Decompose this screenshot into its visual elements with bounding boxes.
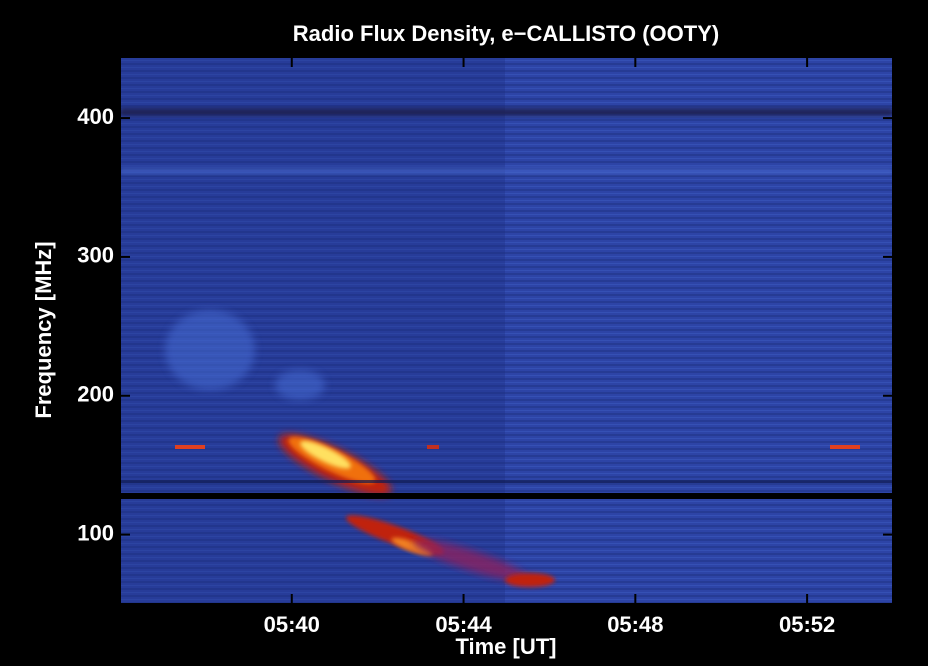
x-axis-label: Time [UT]: [455, 634, 556, 659]
x-tick-label: 05:52: [779, 612, 835, 637]
spectrogram-image: [120, 57, 893, 604]
y-tick-label: 400: [77, 104, 114, 129]
y-tick-label: 100: [77, 520, 114, 545]
x-tick-label: 05:44: [435, 612, 492, 637]
y-tick-label: 300: [77, 243, 114, 268]
y-axis-label: Frequency [MHz]: [31, 241, 56, 418]
chart-title: Radio Flux Density, e−CALLISTO (OOTY): [293, 21, 719, 46]
x-tick-label: 05:40: [264, 612, 320, 637]
x-tick-label: 05:48: [607, 612, 663, 637]
y-tick-label: 200: [77, 382, 114, 407]
plot-frame: [119, 56, 894, 605]
